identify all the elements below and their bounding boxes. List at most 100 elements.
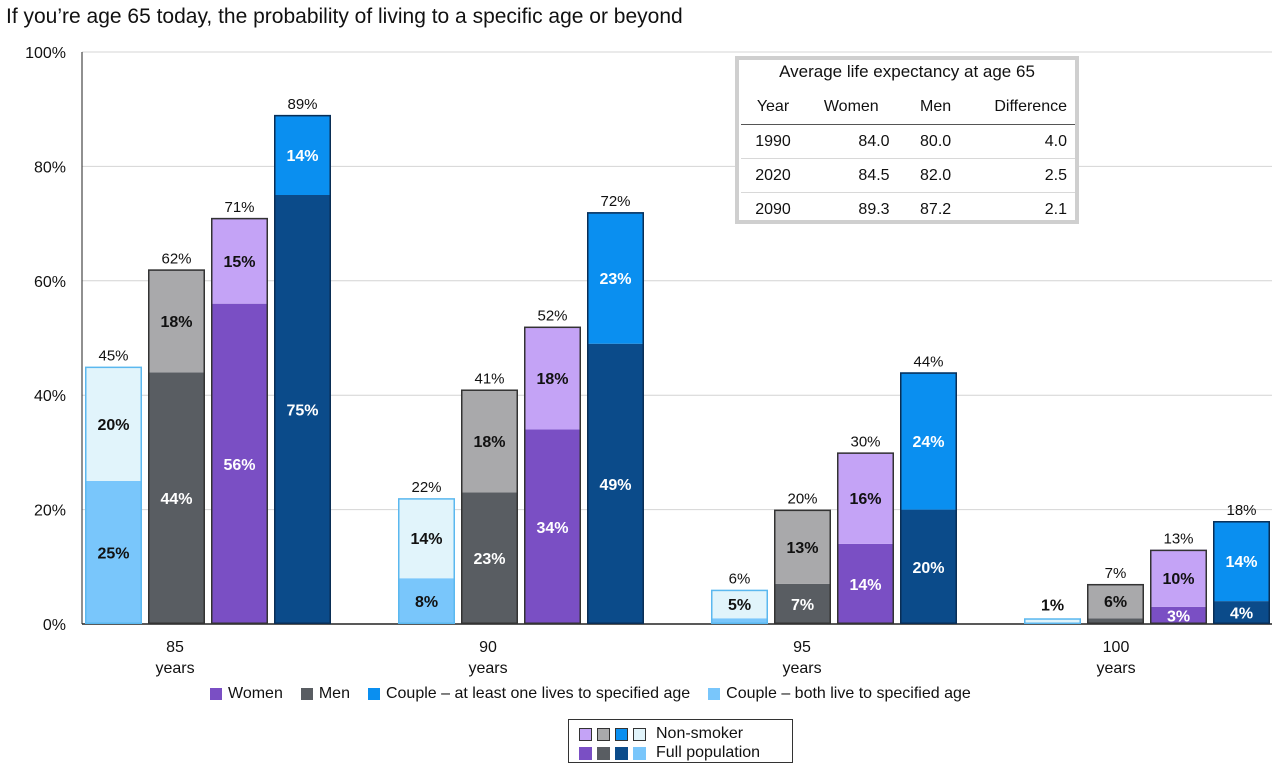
bar-total-label: 30% xyxy=(850,433,880,450)
x-tick-label: years xyxy=(155,660,194,677)
bars xyxy=(85,114,1270,625)
inset-header-cell: Difference xyxy=(959,90,1075,125)
key-swatch xyxy=(615,727,628,741)
bar-segment-nonsmoker xyxy=(1024,618,1081,624)
x-tick-label: years xyxy=(468,660,507,677)
bar-outline xyxy=(211,217,268,624)
legend-item-couple-one: Couple – at least one lives to specified… xyxy=(367,685,690,703)
bar-segment-full xyxy=(1087,618,1144,624)
bar-total-label: 45% xyxy=(98,348,128,365)
inset-header-cell: Men xyxy=(897,90,960,125)
bar-segment-nonsmoker xyxy=(148,269,205,373)
inset-table: Year Women Men Difference 1990 84.0 80.0… xyxy=(741,90,1075,226)
key-swatch xyxy=(597,746,610,760)
bar-segment-full xyxy=(774,583,831,624)
x-tick-label: 85 xyxy=(166,639,184,656)
bar-segment-nonsmoker xyxy=(274,114,331,195)
table-cell: 82.0 xyxy=(897,158,960,193)
bar-total-label: 6% xyxy=(729,571,751,588)
bar-value-label: 14% xyxy=(849,577,881,594)
bar-value-label: 34% xyxy=(536,520,568,537)
bar-total-label: 71% xyxy=(224,199,254,216)
bar-outline xyxy=(1024,618,1081,625)
bar-total-label: 20% xyxy=(787,491,817,508)
bar-segment-nonsmoker xyxy=(398,498,455,579)
bar-value-label: 10% xyxy=(1162,571,1194,588)
bar-segment-full xyxy=(398,578,455,624)
key-swatch xyxy=(633,746,646,760)
bar-segment-full xyxy=(524,429,581,624)
bar-value-label: 56% xyxy=(223,457,255,474)
shade-key: Non-smoker Full population xyxy=(568,719,793,763)
key-row-full: Full population xyxy=(579,744,760,762)
bar-outline xyxy=(1150,549,1207,625)
bar-outline xyxy=(85,366,142,624)
legend-swatch xyxy=(210,688,222,700)
inset-header-cell: Year xyxy=(741,90,805,125)
bar-value-label: 15% xyxy=(223,254,255,271)
key-row-nonsmoker: Non-smoker xyxy=(579,725,743,743)
table-cell: 2020 xyxy=(741,158,805,193)
bar-outline xyxy=(837,452,894,624)
y-tick-label: 60% xyxy=(34,274,66,291)
bar-outline xyxy=(587,212,644,624)
bar-segment-full xyxy=(587,343,644,624)
bar-segment-nonsmoker xyxy=(711,589,768,619)
y-tick-label: 20% xyxy=(34,503,66,520)
legend: Women Men Couple – at least one lives to… xyxy=(210,683,971,705)
bar-outline xyxy=(274,114,331,624)
bar-value-label: 23% xyxy=(599,271,631,288)
bar-outline xyxy=(148,269,205,624)
x-tick-label: 90 xyxy=(479,639,497,656)
key-swatch xyxy=(597,727,610,741)
legend-item-women: Women xyxy=(210,685,283,703)
y-tick-label: 100% xyxy=(25,45,66,62)
bar-segment-full xyxy=(837,543,894,624)
labels: 0% 20% 40% 60% 80% 100% 25% 20% 45% 44% 18% 62% 56% 1… xyxy=(25,45,1257,677)
bar-total-label: 44% xyxy=(913,353,943,370)
chart-title: If you’re age 65 today, the probability … xyxy=(6,5,683,28)
bar-value-label: 4% xyxy=(1230,606,1253,623)
bar-value-label: 6% xyxy=(1104,594,1127,611)
bar-total-label: 72% xyxy=(600,193,630,210)
bar-segment-full xyxy=(211,303,268,624)
bar-segment-full xyxy=(85,481,142,624)
bar-value-label: 49% xyxy=(599,477,631,494)
table-cell: 4.0 xyxy=(959,124,1075,159)
bar-value-label: 23% xyxy=(473,551,505,568)
table-cell: 87.2 xyxy=(920,200,952,218)
bar-segment-nonsmoker xyxy=(1150,549,1207,607)
table-cell: 2090 xyxy=(755,200,791,218)
bar-value-label: 14% xyxy=(286,148,318,165)
inset-title: Average life expectancy at age 65 xyxy=(779,62,1035,81)
bar-segment-nonsmoker xyxy=(211,217,268,304)
bar-total-label: 7% xyxy=(1105,565,1127,582)
bar-value-label: 5% xyxy=(728,597,751,614)
x-tick-label: years xyxy=(1096,660,1135,677)
bar-segment-nonsmoker xyxy=(85,366,142,481)
bar-total-label: 18% xyxy=(1226,502,1256,519)
x-tick-label: 95 xyxy=(793,639,811,656)
bar-value-label: 14% xyxy=(410,531,442,548)
bar-value-label: 25% xyxy=(97,546,129,563)
inset-header-row: Year Women Men Difference xyxy=(741,90,1075,125)
bar-value-label: 75% xyxy=(286,403,318,420)
table-cell: 2.1 xyxy=(1044,200,1067,218)
legend-label: Men xyxy=(318,685,350,702)
legend-label: Women xyxy=(228,685,283,702)
bar-value-label: 18% xyxy=(473,434,505,451)
table-row: 2090 89.3 87.2 2.1 xyxy=(741,193,1075,227)
table-row: 2020 84.5 82.0 2.5 xyxy=(741,158,1075,193)
inset-header-cell: Women xyxy=(805,90,898,125)
table-cell: 89.3 xyxy=(858,200,890,218)
stacked-bar-chart: 0% 20% 40% 60% 80% 100% 25% 20% 45% 44% 18% 62% 56% 1… xyxy=(25,45,1272,677)
bar-value-label: 18% xyxy=(160,314,192,331)
bar-value-label: 44% xyxy=(160,491,192,508)
bar-total-label: 89% xyxy=(287,96,317,113)
bar-segment-nonsmoker xyxy=(461,389,518,493)
life-expectancy-table: Average life expectancy at age 65 Year W… xyxy=(735,56,1079,224)
legend-label: Couple – both live to specified age xyxy=(726,685,971,702)
key-swatch xyxy=(579,746,592,760)
key-label-nonsmoker: Non-smoker xyxy=(656,725,744,742)
bar-outline xyxy=(398,498,455,624)
